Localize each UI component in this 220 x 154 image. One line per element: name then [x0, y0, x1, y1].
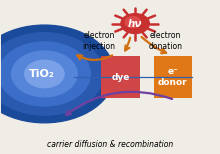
FancyBboxPatch shape [154, 56, 192, 98]
Text: carrier diffusion & recombination: carrier diffusion & recombination [47, 140, 173, 149]
Text: electron
injection: electron injection [82, 31, 116, 51]
Circle shape [121, 14, 149, 34]
Text: TiO₂: TiO₂ [29, 69, 55, 79]
FancyBboxPatch shape [101, 56, 139, 98]
Text: hν: hν [128, 19, 142, 29]
Circle shape [0, 42, 90, 106]
Circle shape [25, 60, 64, 88]
Text: e⁻
donor: e⁻ donor [158, 67, 188, 87]
Circle shape [0, 25, 114, 123]
Circle shape [125, 17, 141, 28]
Circle shape [0, 33, 103, 115]
Circle shape [12, 51, 77, 97]
Text: dye: dye [111, 73, 130, 81]
Text: electron
donation: electron donation [148, 31, 182, 51]
